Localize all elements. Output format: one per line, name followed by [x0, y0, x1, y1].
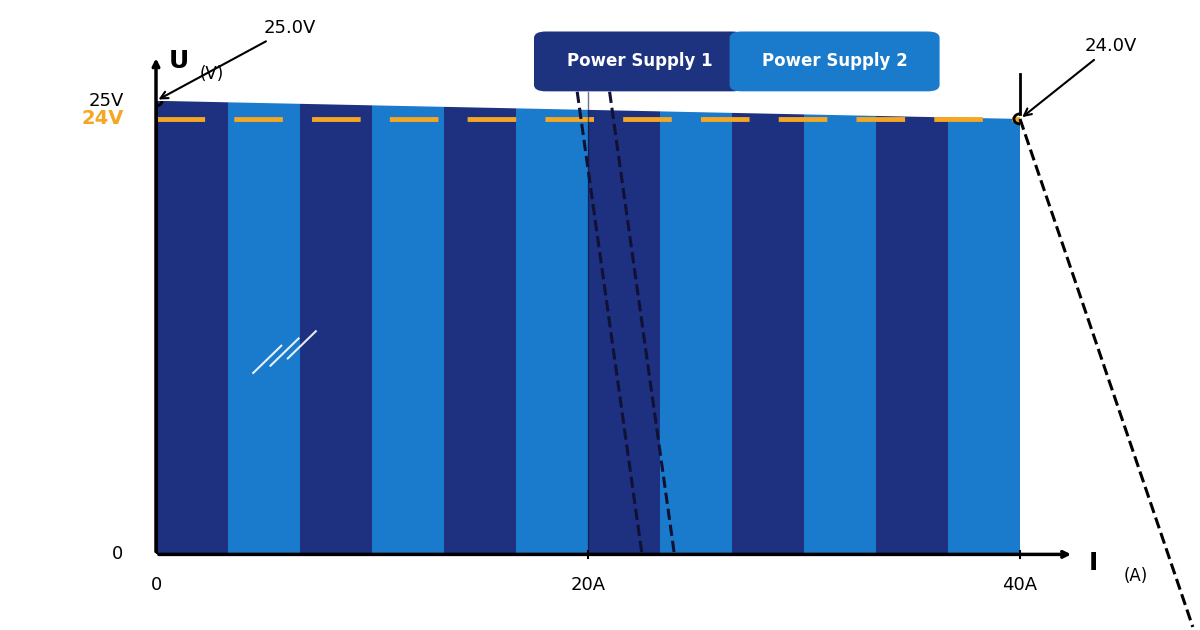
Polygon shape — [300, 104, 372, 554]
Text: U: U — [169, 49, 190, 73]
Polygon shape — [876, 116, 948, 554]
Text: Power Supply 2: Power Supply 2 — [762, 52, 908, 70]
Polygon shape — [372, 105, 444, 554]
Polygon shape — [516, 108, 588, 554]
Polygon shape — [228, 102, 300, 554]
Text: 24V: 24V — [82, 110, 124, 129]
Text: 25V: 25V — [89, 92, 124, 110]
Text: 25.0V: 25.0V — [161, 20, 317, 98]
Polygon shape — [804, 115, 876, 554]
Text: (A): (A) — [1123, 567, 1148, 585]
Text: 24.0V: 24.0V — [1024, 37, 1138, 116]
Polygon shape — [732, 113, 804, 554]
Text: (V): (V) — [199, 65, 223, 83]
Text: I: I — [1090, 551, 1098, 575]
Text: 40A: 40A — [1002, 576, 1038, 594]
Text: Power Supply 1: Power Supply 1 — [566, 52, 713, 70]
Text: 0: 0 — [150, 576, 162, 594]
Polygon shape — [444, 107, 516, 554]
Text: 20A: 20A — [570, 576, 606, 594]
Polygon shape — [588, 110, 660, 554]
Text: 0: 0 — [113, 546, 124, 563]
Polygon shape — [660, 112, 732, 554]
Polygon shape — [156, 101, 228, 554]
Polygon shape — [948, 117, 1020, 554]
